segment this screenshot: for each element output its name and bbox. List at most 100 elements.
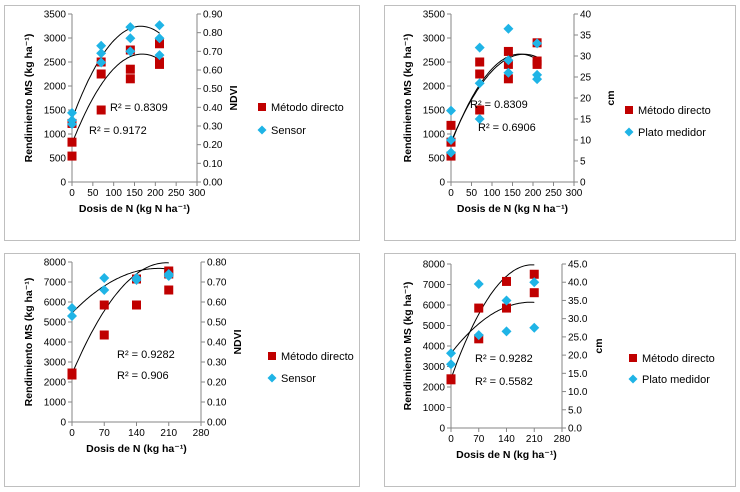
chart-svg: 0500100015002000250030003500051015202530… — [402, 10, 711, 216]
x-tick-label: 210 — [160, 428, 177, 439]
y-tick-label: 0 — [60, 418, 66, 429]
trendline-right — [450, 53, 538, 143]
legend-swatch-square — [268, 352, 276, 360]
legend-label: Método directo — [271, 102, 344, 114]
y2-tick-label: 0.90 — [203, 10, 223, 21]
y2-tick-label: 0.20 — [207, 378, 227, 389]
x-tick-label: 0 — [448, 434, 454, 445]
y-tick-label: 0 — [60, 178, 66, 189]
y-tick-label: 8000 — [423, 260, 446, 271]
point-square — [475, 69, 485, 79]
point-square — [164, 285, 174, 295]
point-square — [529, 269, 539, 279]
axes: 0 1000 2000 3000 4000 5000 6000 7000 8000 0.0 5.0 1… — [423, 260, 588, 446]
y-tick-label: 3500 — [423, 10, 446, 21]
y2-tick-label: 0.80 — [207, 258, 227, 269]
point-diamond — [529, 322, 540, 333]
x-tick-label: 210 — [526, 434, 543, 445]
legend-swatch-square — [625, 106, 633, 114]
series-metodo-directo — [67, 266, 174, 380]
point-square — [529, 288, 539, 298]
trendline-right — [71, 25, 160, 120]
point-diamond — [529, 277, 540, 288]
x-tick-label: 0 — [69, 188, 75, 199]
r-squared-label: R² = 0.906 — [117, 370, 169, 382]
point-square — [446, 374, 456, 384]
point-square — [67, 151, 77, 161]
legend: Método directo Sensor — [257, 102, 344, 137]
point-diamond — [501, 295, 512, 306]
x-tick-label: 70 — [473, 434, 485, 445]
x-tick-label: 70 — [99, 428, 111, 439]
point-diamond — [446, 105, 456, 116]
y2-tick-label: 30 — [580, 52, 592, 63]
y2-tick-label: 5 — [580, 157, 586, 168]
y-tick-label: 3000 — [44, 34, 67, 45]
axes: 0500100015002000250030003500051015202530… — [423, 10, 592, 200]
x-axis-title: Dosis de N (kg N ha⁻¹) — [79, 203, 190, 215]
chart-panel-bottom-right: 0 1000 2000 3000 4000 5000 6000 7000 8000 0.0 5.0 1… — [384, 253, 736, 487]
x-tick-label: 0 — [448, 188, 454, 199]
legend-label: Método directo — [281, 351, 354, 363]
y2-axis-title: NDVI — [228, 85, 240, 110]
r-squared-label: R² = 0.6906 — [478, 122, 536, 134]
y2-axis-title: NDVI — [232, 329, 244, 354]
legend-label: Sensor — [271, 125, 306, 137]
x-tick-label: 140 — [128, 428, 145, 439]
y2-tick-label: 30.0 — [568, 314, 588, 325]
point-diamond — [474, 78, 485, 89]
legend: Método directo Plato medidor — [624, 105, 711, 139]
point-square — [503, 74, 513, 84]
r-squared-label: R² = 0.9172 — [89, 125, 147, 137]
y2-tick-label: 0.80 — [203, 28, 223, 39]
legend-label: Plato medidor — [638, 127, 706, 139]
y2-tick-label: 0.40 — [203, 103, 223, 114]
y2-tick-label: 0.00 — [203, 178, 223, 189]
point-diamond — [473, 279, 484, 290]
chart-panel-top-right: 0 500 1000 1500 2000 2500 3000 3500 0 5 10 15 20 25 30… — [384, 5, 736, 241]
point-diamond — [99, 273, 110, 283]
series-secondary — [67, 20, 165, 130]
legend-swatch-diamond — [624, 127, 634, 137]
y-tick-label: 500 — [49, 154, 66, 165]
y-tick-label: 2000 — [423, 383, 446, 394]
r-squared-label: R² = 0.5582 — [475, 376, 533, 388]
point-square — [502, 303, 511, 313]
legend-label: Sensor — [281, 373, 316, 385]
trendline-right — [450, 301, 535, 354]
x-tick-label: 100 — [105, 188, 122, 199]
point-diamond — [96, 40, 107, 51]
point-square — [475, 57, 485, 67]
y-tick-label: 8000 — [44, 258, 67, 269]
y-tick-label: 4000 — [44, 338, 67, 349]
y2-tick-label: 0.60 — [203, 66, 223, 77]
point-square — [474, 303, 484, 313]
legend-swatch-diamond — [257, 125, 267, 135]
x-tick-label: 250 — [545, 188, 562, 199]
y2-tick-label: 45.0 — [568, 260, 588, 271]
legend-label: Método directo — [638, 105, 711, 117]
y2-tick-label: 15 — [580, 115, 592, 126]
y2-tick-label: 0.30 — [207, 358, 227, 369]
y-tick-label: 6000 — [44, 298, 67, 309]
y-axis-title: Rendimiento MS (kg ha⁻¹) — [402, 34, 414, 163]
series-secondary — [446, 277, 540, 370]
legend-swatch-diamond — [628, 374, 638, 384]
series-metodo-directo — [446, 269, 539, 385]
y2-tick-label: 40.0 — [568, 278, 588, 289]
point-diamond — [67, 303, 77, 313]
point-diamond — [154, 33, 165, 44]
x-tick-label: 50 — [87, 188, 99, 199]
point-diamond — [532, 38, 543, 49]
chart-svg: 0 1000 2000 3000 4000 5000 6000 7000 8000 0.00 0.1… — [23, 258, 354, 456]
point-square — [67, 137, 77, 147]
trendline-left — [450, 264, 535, 379]
point-diamond — [473, 330, 484, 341]
legend-swatch-square — [629, 354, 637, 362]
chart-panel-top-left: 0 500 1000 1500 2000 2500 3000 3500 0.00 0.10 0.20… — [4, 5, 360, 241]
trendline-right — [71, 267, 169, 314]
y-tick-label: 1000 — [423, 130, 446, 141]
y-tick-label: 7000 — [44, 278, 67, 289]
y2-tick-label: 40 — [580, 10, 592, 21]
point-diamond — [446, 359, 456, 370]
